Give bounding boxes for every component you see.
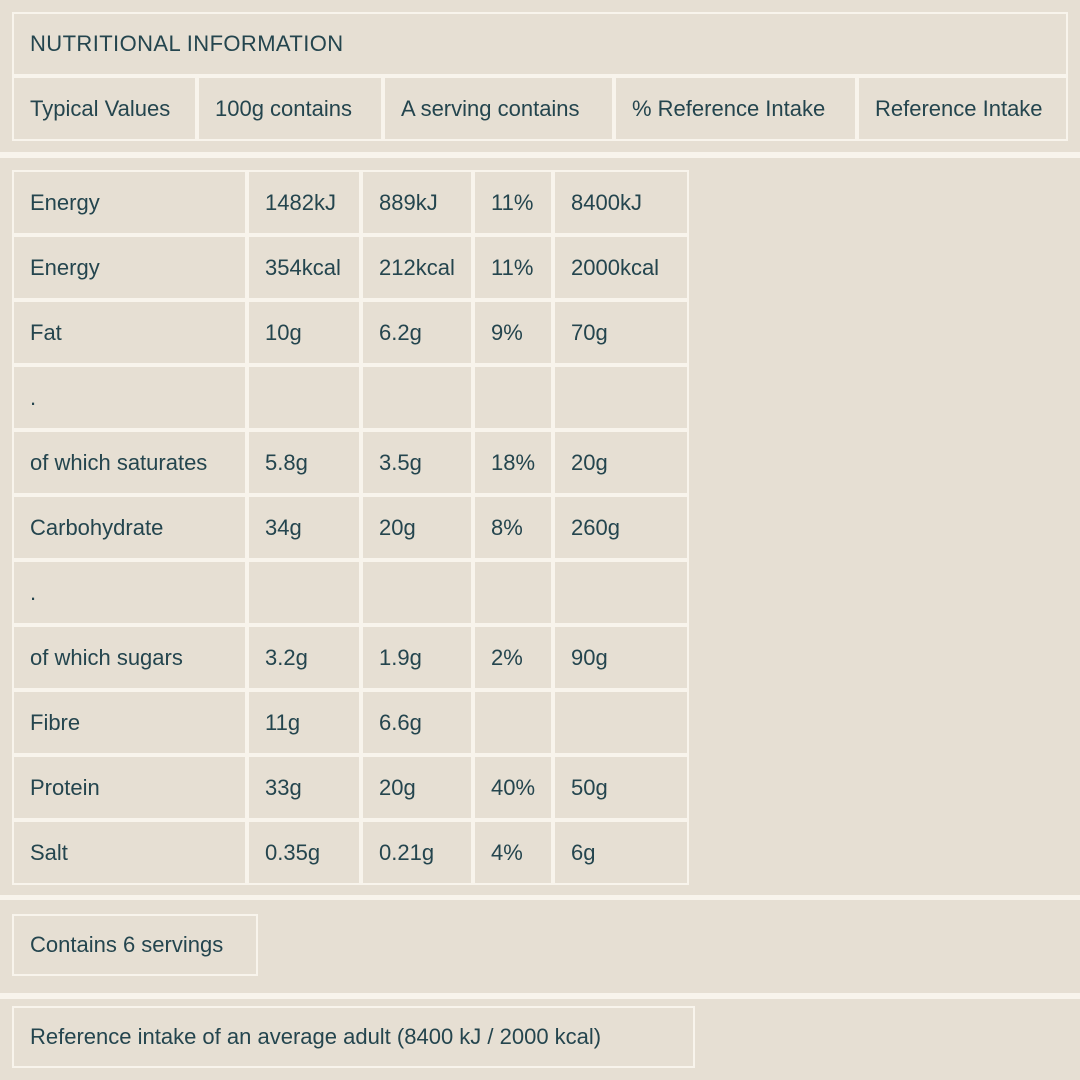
table-cell-serving: 6.2g xyxy=(363,302,471,363)
nutrition-table: Energy 1482kJ 889kJ 11% 8400kJ Energy 35… xyxy=(12,170,689,885)
table-cell-ri-percent: 2% xyxy=(475,627,551,688)
table-cell-100g: 5.8g xyxy=(249,432,359,493)
table-row: Protein 33g 20g 40% 50g xyxy=(14,757,687,818)
table-cell-100g: 34g xyxy=(249,497,359,558)
table-row: . xyxy=(14,367,687,428)
table-cell-serving xyxy=(363,367,471,428)
reference-section: Reference intake of an average adult (84… xyxy=(0,999,1080,1080)
column-header: % Reference Intake xyxy=(616,78,855,139)
table-cell-ri-percent xyxy=(475,692,551,753)
table-cell-label: Salt xyxy=(14,822,245,883)
table-row: Energy 1482kJ 889kJ 11% 8400kJ xyxy=(14,172,687,233)
table-cell-ri xyxy=(555,367,687,428)
column-header: A serving contains xyxy=(385,78,612,139)
table-cell-label: Energy xyxy=(14,172,245,233)
column-header: 100g contains xyxy=(199,78,381,139)
table-cell-100g: 10g xyxy=(249,302,359,363)
table-cell-label: of which sugars xyxy=(14,627,245,688)
table-cell-label: Fat xyxy=(14,302,245,363)
table-cell-ri: 260g xyxy=(555,497,687,558)
table-row: Carbohydrate 34g 20g 8% 260g xyxy=(14,497,687,558)
table-cell-serving: 6.6g xyxy=(363,692,471,753)
label-header-section: NUTRITIONAL INFORMATION Typical Values 10… xyxy=(0,0,1080,152)
table-cell-serving: 1.9g xyxy=(363,627,471,688)
table-row: of which sugars 3.2g 1.9g 2% 90g xyxy=(14,627,687,688)
table-cell-serving: 212kcal xyxy=(363,237,471,298)
table-cell-ri-percent: 4% xyxy=(475,822,551,883)
table-cell-ri-percent: 11% xyxy=(475,172,551,233)
table-row: Energy 354kcal 212kcal 11% 2000kcal xyxy=(14,237,687,298)
table-cell-ri-percent: 8% xyxy=(475,497,551,558)
table-cell-ri-percent xyxy=(475,367,551,428)
table-cell-ri: 6g xyxy=(555,822,687,883)
table-cell-100g: 0.35g xyxy=(249,822,359,883)
table-cell-ri: 70g xyxy=(555,302,687,363)
table-cell-100g: 3.2g xyxy=(249,627,359,688)
table-cell-serving: 3.5g xyxy=(363,432,471,493)
servings-section: Contains 6 servings xyxy=(0,900,1080,993)
table-row: Fat 10g 6.2g 9% 70g xyxy=(14,302,687,363)
label-title: NUTRITIONAL INFORMATION xyxy=(14,14,1066,74)
column-header: Typical Values xyxy=(14,78,195,139)
column-header-row: Typical Values 100g contains A serving con… xyxy=(14,78,1066,139)
table-cell-100g: 33g xyxy=(249,757,359,818)
table-cell-ri: 50g xyxy=(555,757,687,818)
table-cell-ri-percent: 18% xyxy=(475,432,551,493)
table-cell-ri xyxy=(555,562,687,623)
table-cell-ri xyxy=(555,692,687,753)
table-cell-100g: 1482kJ xyxy=(249,172,359,233)
table-cell-ri: 90g xyxy=(555,627,687,688)
table-cell-ri: 8400kJ xyxy=(555,172,687,233)
table-cell-ri-percent: 11% xyxy=(475,237,551,298)
table-cell-label: Carbohydrate xyxy=(14,497,245,558)
table-cell-ri-percent: 9% xyxy=(475,302,551,363)
table-cell-100g: 354kcal xyxy=(249,237,359,298)
reference-note: Reference intake of an average adult (84… xyxy=(12,1006,695,1068)
table-row: Salt 0.35g 0.21g 4% 6g xyxy=(14,822,687,883)
table-cell-label: of which saturates xyxy=(14,432,245,493)
table-cell-ri: 20g xyxy=(555,432,687,493)
label-header-box: NUTRITIONAL INFORMATION Typical Values 10… xyxy=(12,12,1068,141)
table-cell-serving: 889kJ xyxy=(363,172,471,233)
table-cell-100g xyxy=(249,562,359,623)
table-cell-label: Protein xyxy=(14,757,245,818)
table-cell-serving: 0.21g xyxy=(363,822,471,883)
nutrition-table-section: Energy 1482kJ 889kJ 11% 8400kJ Energy 35… xyxy=(0,158,1080,895)
table-cell-ri: 2000kcal xyxy=(555,237,687,298)
table-cell-ri-percent: 40% xyxy=(475,757,551,818)
table-cell-label: . xyxy=(14,367,245,428)
table-cell-serving: 20g xyxy=(363,497,471,558)
table-cell-serving xyxy=(363,562,471,623)
table-cell-label: . xyxy=(14,562,245,623)
table-cell-label: Energy xyxy=(14,237,245,298)
table-cell-100g: 11g xyxy=(249,692,359,753)
servings-note: Contains 6 servings xyxy=(12,914,258,976)
table-cell-label: Fibre xyxy=(14,692,245,753)
table-cell-serving: 20g xyxy=(363,757,471,818)
column-header: Reference Intake xyxy=(859,78,1066,139)
table-row: . xyxy=(14,562,687,623)
table-cell-ri-percent xyxy=(475,562,551,623)
table-row: Fibre 11g 6.6g xyxy=(14,692,687,753)
table-row: of which saturates 5.8g 3.5g 18% 20g xyxy=(14,432,687,493)
table-cell-100g xyxy=(249,367,359,428)
